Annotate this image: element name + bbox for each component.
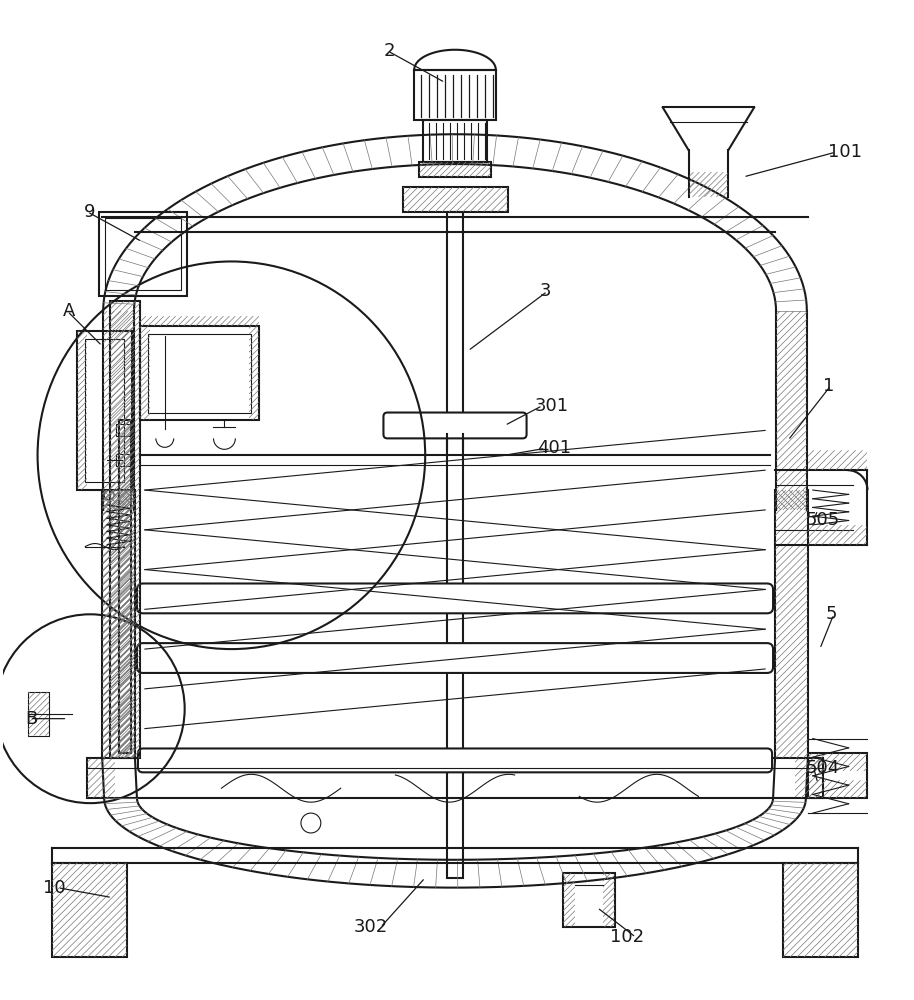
Bar xyxy=(100,212,186,296)
Bar xyxy=(563,873,615,927)
FancyBboxPatch shape xyxy=(384,413,526,438)
Bar xyxy=(119,420,131,753)
Text: 302: 302 xyxy=(354,918,388,936)
Bar xyxy=(403,187,507,212)
Circle shape xyxy=(301,813,321,833)
Bar xyxy=(52,863,127,957)
Text: 101: 101 xyxy=(828,143,862,161)
Text: 10: 10 xyxy=(43,879,66,897)
Bar xyxy=(116,424,134,436)
Text: 504: 504 xyxy=(806,759,840,777)
Text: 2: 2 xyxy=(384,42,396,60)
Text: B: B xyxy=(26,710,37,728)
Bar xyxy=(140,326,260,420)
Bar xyxy=(447,212,463,878)
Bar xyxy=(85,339,124,482)
Bar xyxy=(78,331,132,490)
Text: 505: 505 xyxy=(806,511,840,529)
Text: 5: 5 xyxy=(825,605,837,623)
Text: 301: 301 xyxy=(535,397,569,415)
Bar xyxy=(783,863,857,957)
Bar xyxy=(808,753,867,798)
Bar xyxy=(87,758,823,798)
FancyBboxPatch shape xyxy=(138,748,772,772)
Text: A: A xyxy=(63,302,75,320)
Bar xyxy=(414,70,495,120)
Text: 1: 1 xyxy=(823,377,834,395)
Bar xyxy=(420,162,491,177)
FancyBboxPatch shape xyxy=(137,643,773,673)
Text: 9: 9 xyxy=(84,203,95,221)
Text: 3: 3 xyxy=(539,282,551,300)
Bar xyxy=(110,301,140,758)
Bar xyxy=(116,454,134,466)
Bar xyxy=(105,218,181,290)
Text: 401: 401 xyxy=(537,439,571,457)
Bar xyxy=(27,692,49,736)
FancyBboxPatch shape xyxy=(137,583,773,613)
Text: 102: 102 xyxy=(610,928,643,946)
Bar xyxy=(423,120,487,162)
Bar xyxy=(148,334,251,413)
